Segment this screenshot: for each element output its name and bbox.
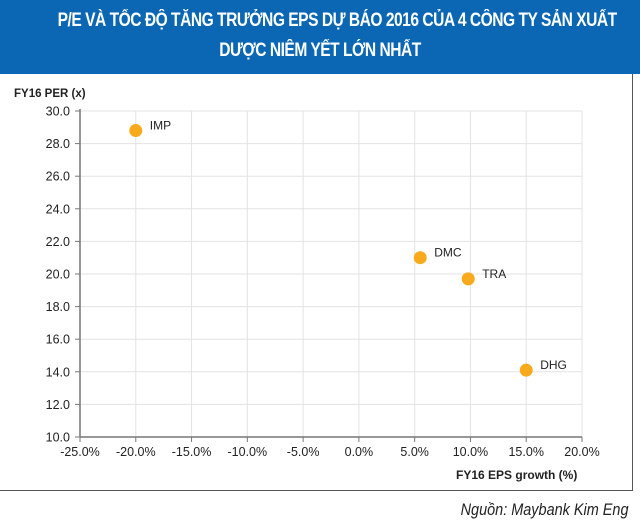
data-point-dmc: DMC xyxy=(413,246,462,265)
marker-dot-icon xyxy=(129,124,143,138)
y-axis-label: FY16 PER (x) xyxy=(14,88,86,100)
marker-dot-icon xyxy=(461,272,475,286)
y-axis-ticks: 10.0 12.0 14.0 16.0 18.0 20.0 22.0 24.0 26.0 28.0… xyxy=(46,105,80,445)
data-point-label: IMP xyxy=(150,119,171,133)
y-tick-label: 16.0 xyxy=(46,333,70,347)
marker-dot-icon xyxy=(519,363,533,377)
grid-lines xyxy=(80,110,583,437)
chart-title-line-1: P/E VÀ TỐC ĐỘ TĂNG TRƯỞNG EPS DỰ BÁO 201… xyxy=(57,10,618,31)
data-points: IMP DMC TRA DHG xyxy=(129,119,567,377)
x-axis-label: FY16 EPS growth (%) xyxy=(456,468,578,482)
frame-border-bottom xyxy=(0,490,633,491)
x-tick-label: 20.0% xyxy=(564,445,599,459)
y-tick-label: 10.0 xyxy=(46,431,70,445)
x-tick-label: -10.0% xyxy=(228,445,268,459)
chart-title-banner: P/E VÀ TỐC ĐỘ TĂNG TRƯỞNG EPS DỰ BÁO 201… xyxy=(0,0,640,74)
x-tick-label: 10.0% xyxy=(453,445,488,459)
data-point-imp: IMP xyxy=(129,119,171,138)
data-point-label: DMC xyxy=(434,246,462,260)
y-tick-label: 12.0 xyxy=(46,398,70,412)
x-tick-label: -25.0% xyxy=(60,445,100,459)
frame-border-right xyxy=(632,74,633,491)
x-tick-label: 15.0% xyxy=(508,445,543,459)
y-tick-label: 18.0 xyxy=(46,300,70,314)
y-tick-label: 26.0 xyxy=(46,170,70,184)
y-tick-label: 22.0 xyxy=(46,235,70,249)
axes xyxy=(79,109,582,438)
x-tick-label: 5.0% xyxy=(400,445,429,459)
y-tick-label: 14.0 xyxy=(46,365,70,379)
x-tick-label: -20.0% xyxy=(116,445,156,459)
x-tick-label: 0.0% xyxy=(345,445,374,459)
chart-title-line-2: DƯỢC NIÊM YẾT LỚN NHẤT xyxy=(219,40,421,61)
x-tick-label: -5.0% xyxy=(287,445,320,459)
data-point-dhg: DHG xyxy=(519,358,567,377)
marker-dot-icon xyxy=(413,251,427,265)
source-note: Nguồn: Maybank Kim Eng xyxy=(460,500,628,519)
data-point-label: TRA xyxy=(482,267,506,281)
y-tick-label: 24.0 xyxy=(46,202,70,216)
y-tick-label: 30.0 xyxy=(46,105,70,119)
y-tick-label: 20.0 xyxy=(46,268,70,282)
y-tick-label: 28.0 xyxy=(46,137,70,151)
data-point-tra: TRA xyxy=(461,267,506,286)
x-tick-label: -15.0% xyxy=(172,445,212,459)
data-point-label: DHG xyxy=(540,358,567,372)
x-axis-ticks: -25.0% -20.0% -15.0% -10.0% -5.0% 0.0% 5.0% 10.… xyxy=(60,437,600,459)
